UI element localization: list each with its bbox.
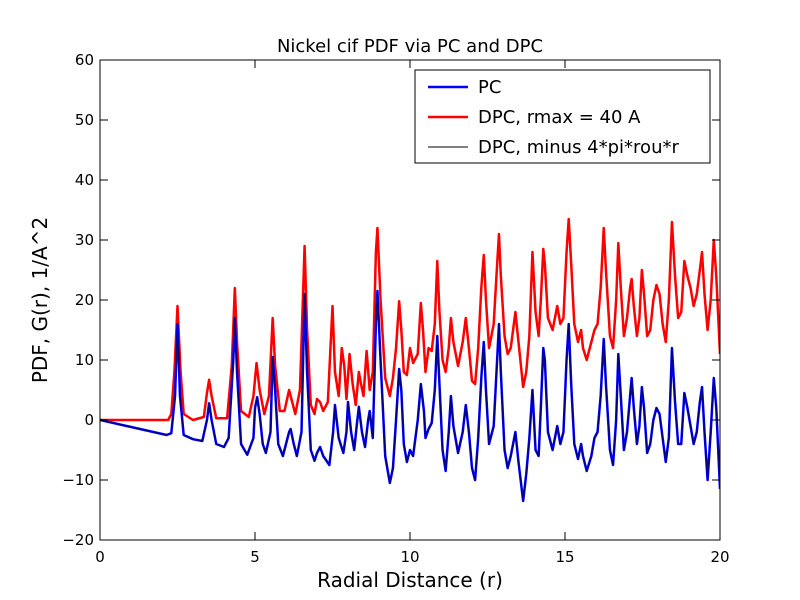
- y-tick-label: −20: [62, 531, 94, 549]
- y-tick-label: 40: [75, 171, 94, 189]
- plot-area: [100, 217, 720, 503]
- x-tick-label: 15: [555, 548, 574, 566]
- legend: PC DPC, rmax = 40 A DPC, minus 4*pi*rou*r: [414, 69, 711, 164]
- y-tick-label: 30: [75, 231, 94, 249]
- chart-title: Nickel cif PDF via PC and DPC: [277, 36, 543, 57]
- x-axis-title: Radial Distance (r): [317, 568, 503, 592]
- legend-label: DPC, minus 4*pi*rou*r: [478, 137, 679, 158]
- x-tick-label: 0: [95, 548, 105, 566]
- legend-label: DPC, rmax = 40 A: [478, 107, 641, 128]
- x-tick-label: 20: [710, 548, 729, 566]
- y-axis-title: PDF, G(r), 1/A^2: [28, 217, 52, 383]
- y-tick-label: −10: [62, 471, 94, 489]
- y-tick-label: 60: [75, 51, 94, 69]
- series-line-dpc-minus: [100, 290, 720, 502]
- plot-frame: [99, 59, 721, 541]
- y-tick-label: 10: [75, 351, 94, 369]
- x-tick-label: 5: [250, 548, 260, 566]
- y-tick-label: 50: [75, 111, 94, 129]
- y-tick-label: 20: [75, 291, 94, 309]
- legend-label: PC: [478, 77, 501, 98]
- y-tick-label: 0: [84, 411, 94, 429]
- series-layer: [100, 217, 720, 503]
- series-line-dpc-rmax: [100, 217, 720, 422]
- x-tick-label: 10: [400, 548, 419, 566]
